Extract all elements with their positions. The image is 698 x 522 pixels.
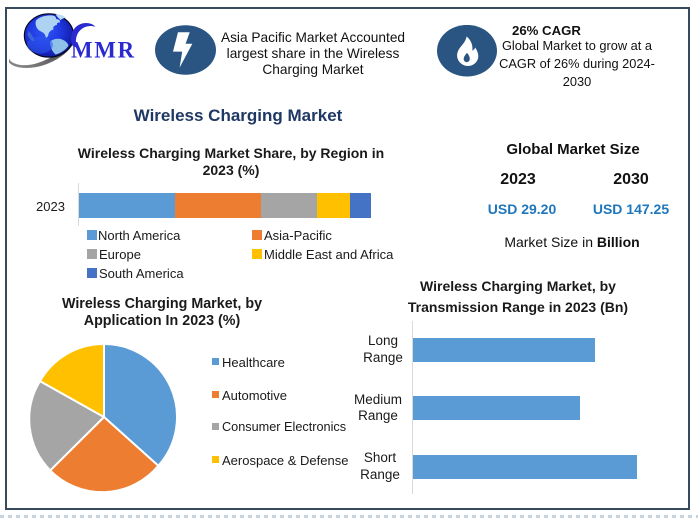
- svg-text:MMR: MMR: [71, 38, 136, 63]
